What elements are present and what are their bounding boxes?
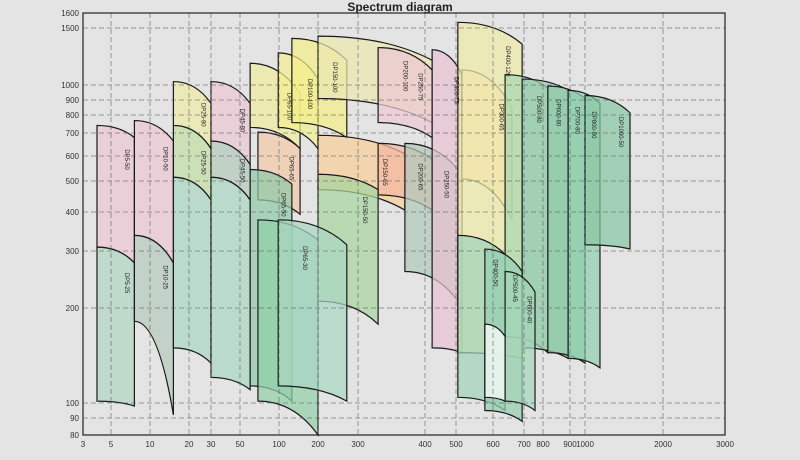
- region-label: DP1000-50: [617, 117, 623, 148]
- x-tick-label: 900: [563, 440, 577, 449]
- region-label: DP400-50: [491, 259, 497, 287]
- y-tick-label: 600: [66, 152, 80, 161]
- region-label: DP200-100: [402, 61, 408, 92]
- region-unlabeled-34: [277, 219, 348, 403]
- y-tick-label: 1000: [61, 81, 79, 90]
- region-label: DP5-50: [123, 149, 129, 170]
- region-label: DP500-45: [511, 275, 517, 303]
- region-label: DP500-80: [535, 96, 541, 124]
- x-tick-label: 500: [449, 440, 463, 449]
- region-label: DP65-30: [301, 246, 307, 270]
- region-unlabeled-32: [484, 323, 506, 403]
- x-tick-label: 3: [81, 440, 86, 449]
- x-tick-label: 50: [236, 440, 245, 449]
- region-label: DP10-50: [162, 147, 168, 171]
- x-tick-label: 700: [517, 440, 531, 449]
- region-unlabeled-6: [172, 176, 212, 365]
- region-label: DP45-80: [238, 109, 244, 133]
- region-label: DP300-65: [497, 104, 503, 132]
- y-tick-label: 80: [70, 431, 79, 440]
- region-dp1000-50: [584, 94, 631, 250]
- y-tick-label: 500: [66, 177, 80, 186]
- region-dp5-25: [96, 246, 135, 407]
- region-label: DP100-100: [306, 79, 312, 110]
- region-label: DP25-50: [200, 151, 206, 175]
- x-tick-label: 200: [311, 440, 325, 449]
- y-tick-label: 90: [70, 414, 79, 423]
- plot-frame: [82, 12, 726, 436]
- x-tick-label: 5: [109, 440, 114, 449]
- region-label: DP250-75: [417, 73, 423, 101]
- region-label: DP65-100: [286, 93, 292, 121]
- region-label: DP800-80: [590, 111, 596, 139]
- y-tick-label: 400: [66, 208, 80, 217]
- x-tick-label: 20: [185, 440, 194, 449]
- region-label: DP600-40: [526, 296, 532, 324]
- x-tick-label: 100: [272, 440, 286, 449]
- y-tick-label: 1500: [61, 24, 79, 33]
- x-tick-label: 1000: [576, 440, 594, 449]
- chart-title: Spectrum diagram: [347, 0, 453, 14]
- region-label: DP700-80: [574, 107, 580, 135]
- region-label: DP600-80: [555, 99, 561, 127]
- region-unlabeled-9: [210, 176, 251, 391]
- region-label: DP250-50: [443, 171, 449, 199]
- y-tick-label: 200: [66, 304, 80, 313]
- y-tick-label: 700: [66, 129, 80, 138]
- region-label: DP10-25: [162, 265, 168, 289]
- region-label: DP150-65: [381, 159, 387, 187]
- region-label: DP200-65: [417, 163, 423, 191]
- region-label: DP45-50: [238, 159, 244, 183]
- x-tick-label: 600: [486, 440, 500, 449]
- y-tick-label: 300: [66, 247, 80, 256]
- x-tick-label: 3000: [716, 440, 734, 449]
- region-label: DP5-25: [123, 273, 129, 294]
- region-label: DP150-100: [331, 62, 337, 93]
- y-tick-label: 100: [66, 399, 80, 408]
- region-label: DP150-50: [361, 196, 367, 224]
- x-tick-label: 400: [418, 440, 432, 449]
- y-tick-label: 1600: [61, 9, 79, 18]
- region-label: DP65-65: [288, 157, 294, 181]
- x-tick-label: 300: [351, 440, 365, 449]
- region-label: DP65-50: [279, 193, 285, 217]
- region-dp600-40: [504, 270, 536, 412]
- x-tick-label: 2000: [654, 440, 672, 449]
- region-label: DP25-80: [200, 103, 206, 127]
- y-tick-label: 800: [66, 111, 80, 120]
- region-label: DP300-75: [452, 77, 458, 105]
- x-tick-label: 800: [536, 440, 550, 449]
- region-dp5-50: [96, 124, 135, 265]
- x-tick-label: 10: [146, 440, 155, 449]
- y-tick-label: 900: [66, 96, 80, 105]
- x-tick-label: 30: [207, 440, 216, 449]
- region-dp10-25: [133, 234, 174, 416]
- region-label: DP400-120: [504, 46, 510, 77]
